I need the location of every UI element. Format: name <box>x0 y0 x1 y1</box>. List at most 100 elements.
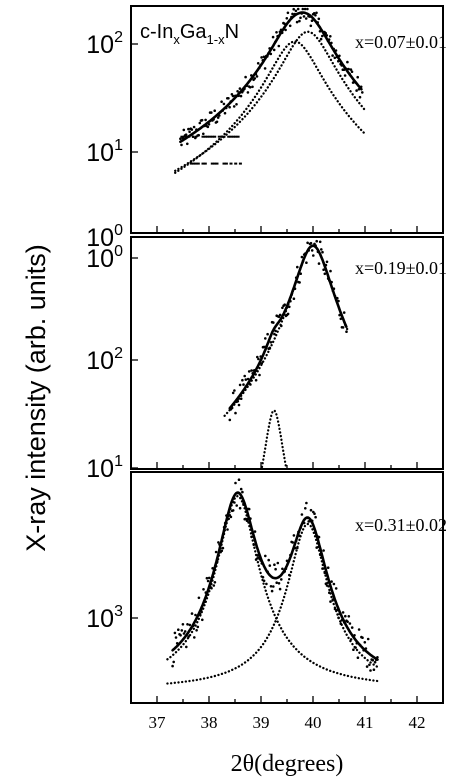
data-point <box>206 135 210 138</box>
data-point <box>251 372 254 375</box>
data-point <box>329 600 332 603</box>
data-point <box>269 341 273 344</box>
data-point <box>213 109 216 112</box>
data-point <box>245 384 249 388</box>
data-point <box>304 17 308 20</box>
data-point <box>348 72 352 76</box>
data-point <box>184 133 188 136</box>
data-point <box>228 105 231 109</box>
data-point <box>309 24 313 28</box>
data-point <box>235 504 238 507</box>
data-point <box>270 589 274 593</box>
data-point <box>223 111 227 115</box>
data-point <box>234 135 238 138</box>
data-point <box>291 541 295 544</box>
data-point <box>266 55 269 58</box>
data-point <box>356 75 360 79</box>
fit-total-curve <box>179 11 363 144</box>
data-point <box>207 576 211 580</box>
data-point <box>274 329 277 333</box>
data-point <box>325 260 329 264</box>
y-tick-exponent: 0 <box>114 222 123 239</box>
data-point <box>256 62 260 65</box>
data-point <box>280 324 283 328</box>
data-point <box>329 35 332 38</box>
data-point <box>245 84 249 88</box>
data-point <box>277 582 281 585</box>
data-point <box>234 94 237 98</box>
data-point <box>247 507 251 511</box>
data-point <box>336 608 339 612</box>
title-sub-1-x: 1-x <box>207 32 226 47</box>
data-point <box>361 91 364 94</box>
data-point <box>231 135 235 138</box>
data-point <box>213 135 217 138</box>
data-point <box>337 299 340 303</box>
data-point <box>346 620 349 623</box>
data-point <box>338 54 341 58</box>
data-point <box>259 63 262 67</box>
data-point <box>312 12 316 15</box>
data-point <box>342 311 346 314</box>
data-point <box>322 549 325 552</box>
data-point <box>259 559 263 562</box>
data-point <box>253 530 257 533</box>
data-point <box>343 74 347 77</box>
data-point <box>355 89 358 92</box>
data-point <box>324 31 328 35</box>
data-point <box>305 261 308 265</box>
data-point <box>315 11 318 15</box>
data-point <box>210 162 214 165</box>
data-point <box>323 571 327 575</box>
data-point <box>314 515 317 519</box>
data-point <box>331 54 334 57</box>
data-point <box>292 534 296 537</box>
data-point <box>227 135 231 138</box>
data-point <box>312 254 315 257</box>
data-point <box>229 135 233 138</box>
x-tick-label: 37 <box>149 713 167 732</box>
data-point <box>273 332 276 336</box>
data-point <box>201 162 205 165</box>
data-point <box>328 591 331 594</box>
data-point <box>239 487 243 491</box>
data-point <box>290 15 293 19</box>
data-point <box>291 12 294 16</box>
data-point <box>237 94 240 98</box>
data-point <box>304 252 307 255</box>
data-point <box>334 49 338 52</box>
data-point <box>313 512 316 515</box>
data-point <box>222 162 226 165</box>
data-point <box>182 128 186 132</box>
data-point <box>236 491 240 495</box>
data-point <box>349 638 353 641</box>
x-tick-label: 41 <box>357 713 374 732</box>
data-point <box>289 299 292 303</box>
data-point <box>206 579 210 583</box>
fit-total-curve <box>228 244 348 410</box>
data-point <box>191 624 195 627</box>
title-part-ga: Ga <box>180 21 208 43</box>
data-point <box>278 587 282 591</box>
data-point <box>330 580 333 583</box>
data-point <box>217 541 220 544</box>
data-point <box>332 582 336 586</box>
y-tick-exponent: 1 <box>114 453 123 470</box>
data-point <box>213 581 217 584</box>
data-point <box>308 519 312 523</box>
data-point <box>283 570 287 573</box>
data-point <box>224 162 228 165</box>
y-tick-base: 10 <box>86 31 114 59</box>
data-point <box>252 543 256 547</box>
data-point <box>272 48 276 52</box>
data-point <box>337 59 340 63</box>
data-point <box>290 293 293 297</box>
data-point <box>217 135 221 138</box>
data-point <box>185 645 188 649</box>
data-point <box>222 525 226 529</box>
data-point <box>334 587 338 590</box>
data-point <box>280 578 283 581</box>
data-point <box>287 19 291 23</box>
fit-component-1 <box>260 409 288 469</box>
